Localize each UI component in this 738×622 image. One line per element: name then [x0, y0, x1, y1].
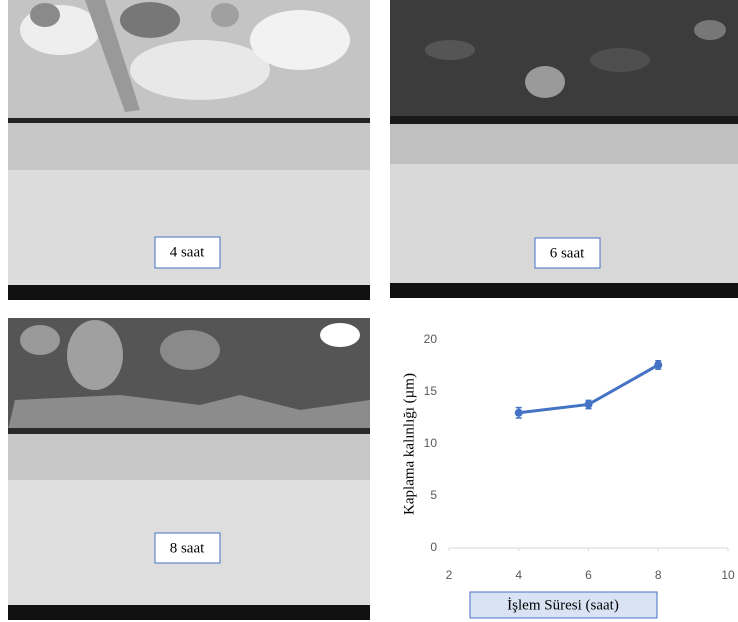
- y-tick-label: 5: [430, 488, 437, 502]
- marker: [515, 409, 523, 417]
- y-tick-label: 15: [424, 384, 438, 398]
- sem-image: [8, 318, 370, 620]
- marker: [654, 361, 662, 369]
- panel-label: 4 saat: [170, 244, 205, 260]
- marker: [585, 400, 593, 408]
- y-tick-label: 10: [424, 436, 438, 450]
- figure: 4 saat 6 saat 8 saat Kaplama kalınlığı (…: [0, 0, 738, 622]
- y-axis-label: Kaplama kalınlığı (µm): [401, 373, 417, 515]
- x-tick-label: 8: [655, 568, 662, 582]
- x-axis-label: İşlem Süresi (saat): [507, 597, 619, 613]
- y-tick-label: 20: [424, 332, 438, 346]
- y-tick-label: 0: [430, 540, 437, 554]
- panel-label: 8 saat: [170, 540, 205, 556]
- x-tick-label: 10: [721, 568, 735, 582]
- x-tick-label: 2: [446, 568, 453, 582]
- x-tick-label: 4: [515, 568, 522, 582]
- x-tick-label: 6: [585, 568, 592, 582]
- panel-label: 6 saat: [550, 245, 585, 261]
